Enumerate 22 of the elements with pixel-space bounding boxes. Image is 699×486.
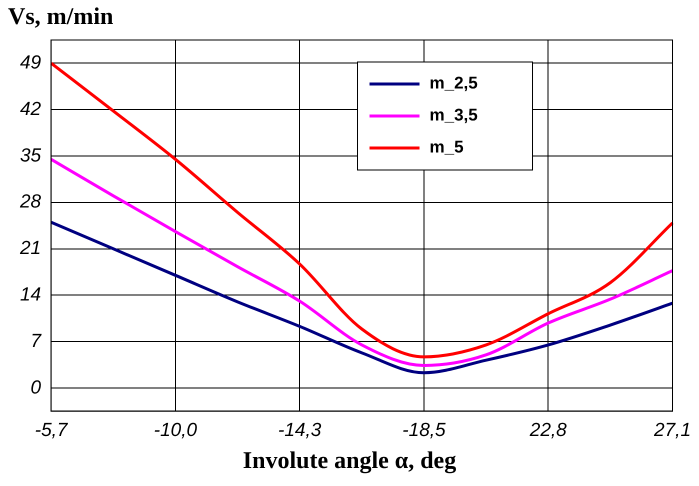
x-axis-title: Involute angle α, deg [242,448,458,475]
y-tick-label: 14 [20,284,42,306]
line-series [50,220,674,374]
y-tick-label: 28 [18,192,42,213]
y-tick-label: 42 [20,98,42,120]
line-series [50,62,674,358]
line-series [50,158,674,367]
legend-label: m_5 [430,138,464,157]
x-tick-label: 27,1 [653,420,691,441]
legend-label: m_2,5 [430,74,478,93]
y-tick-label: 35 [20,145,42,166]
y-tick-label: 49 [20,52,42,74]
x-tick-label: -10,0 [154,420,198,441]
x-tick-label: -5,7 [34,420,69,441]
x-tick-label: -14,3 [278,420,322,441]
y-axis-title: Vs, m/min [8,4,114,31]
x-tick-label: -18,5 [402,420,446,441]
legend-label: m_3,5 [430,106,478,125]
x-tick-label: 22,8 [528,420,568,441]
y-tick-label: 21 [18,238,42,260]
y-tick-label: 0 [30,377,42,398]
y-tick-label: 7 [30,330,43,352]
